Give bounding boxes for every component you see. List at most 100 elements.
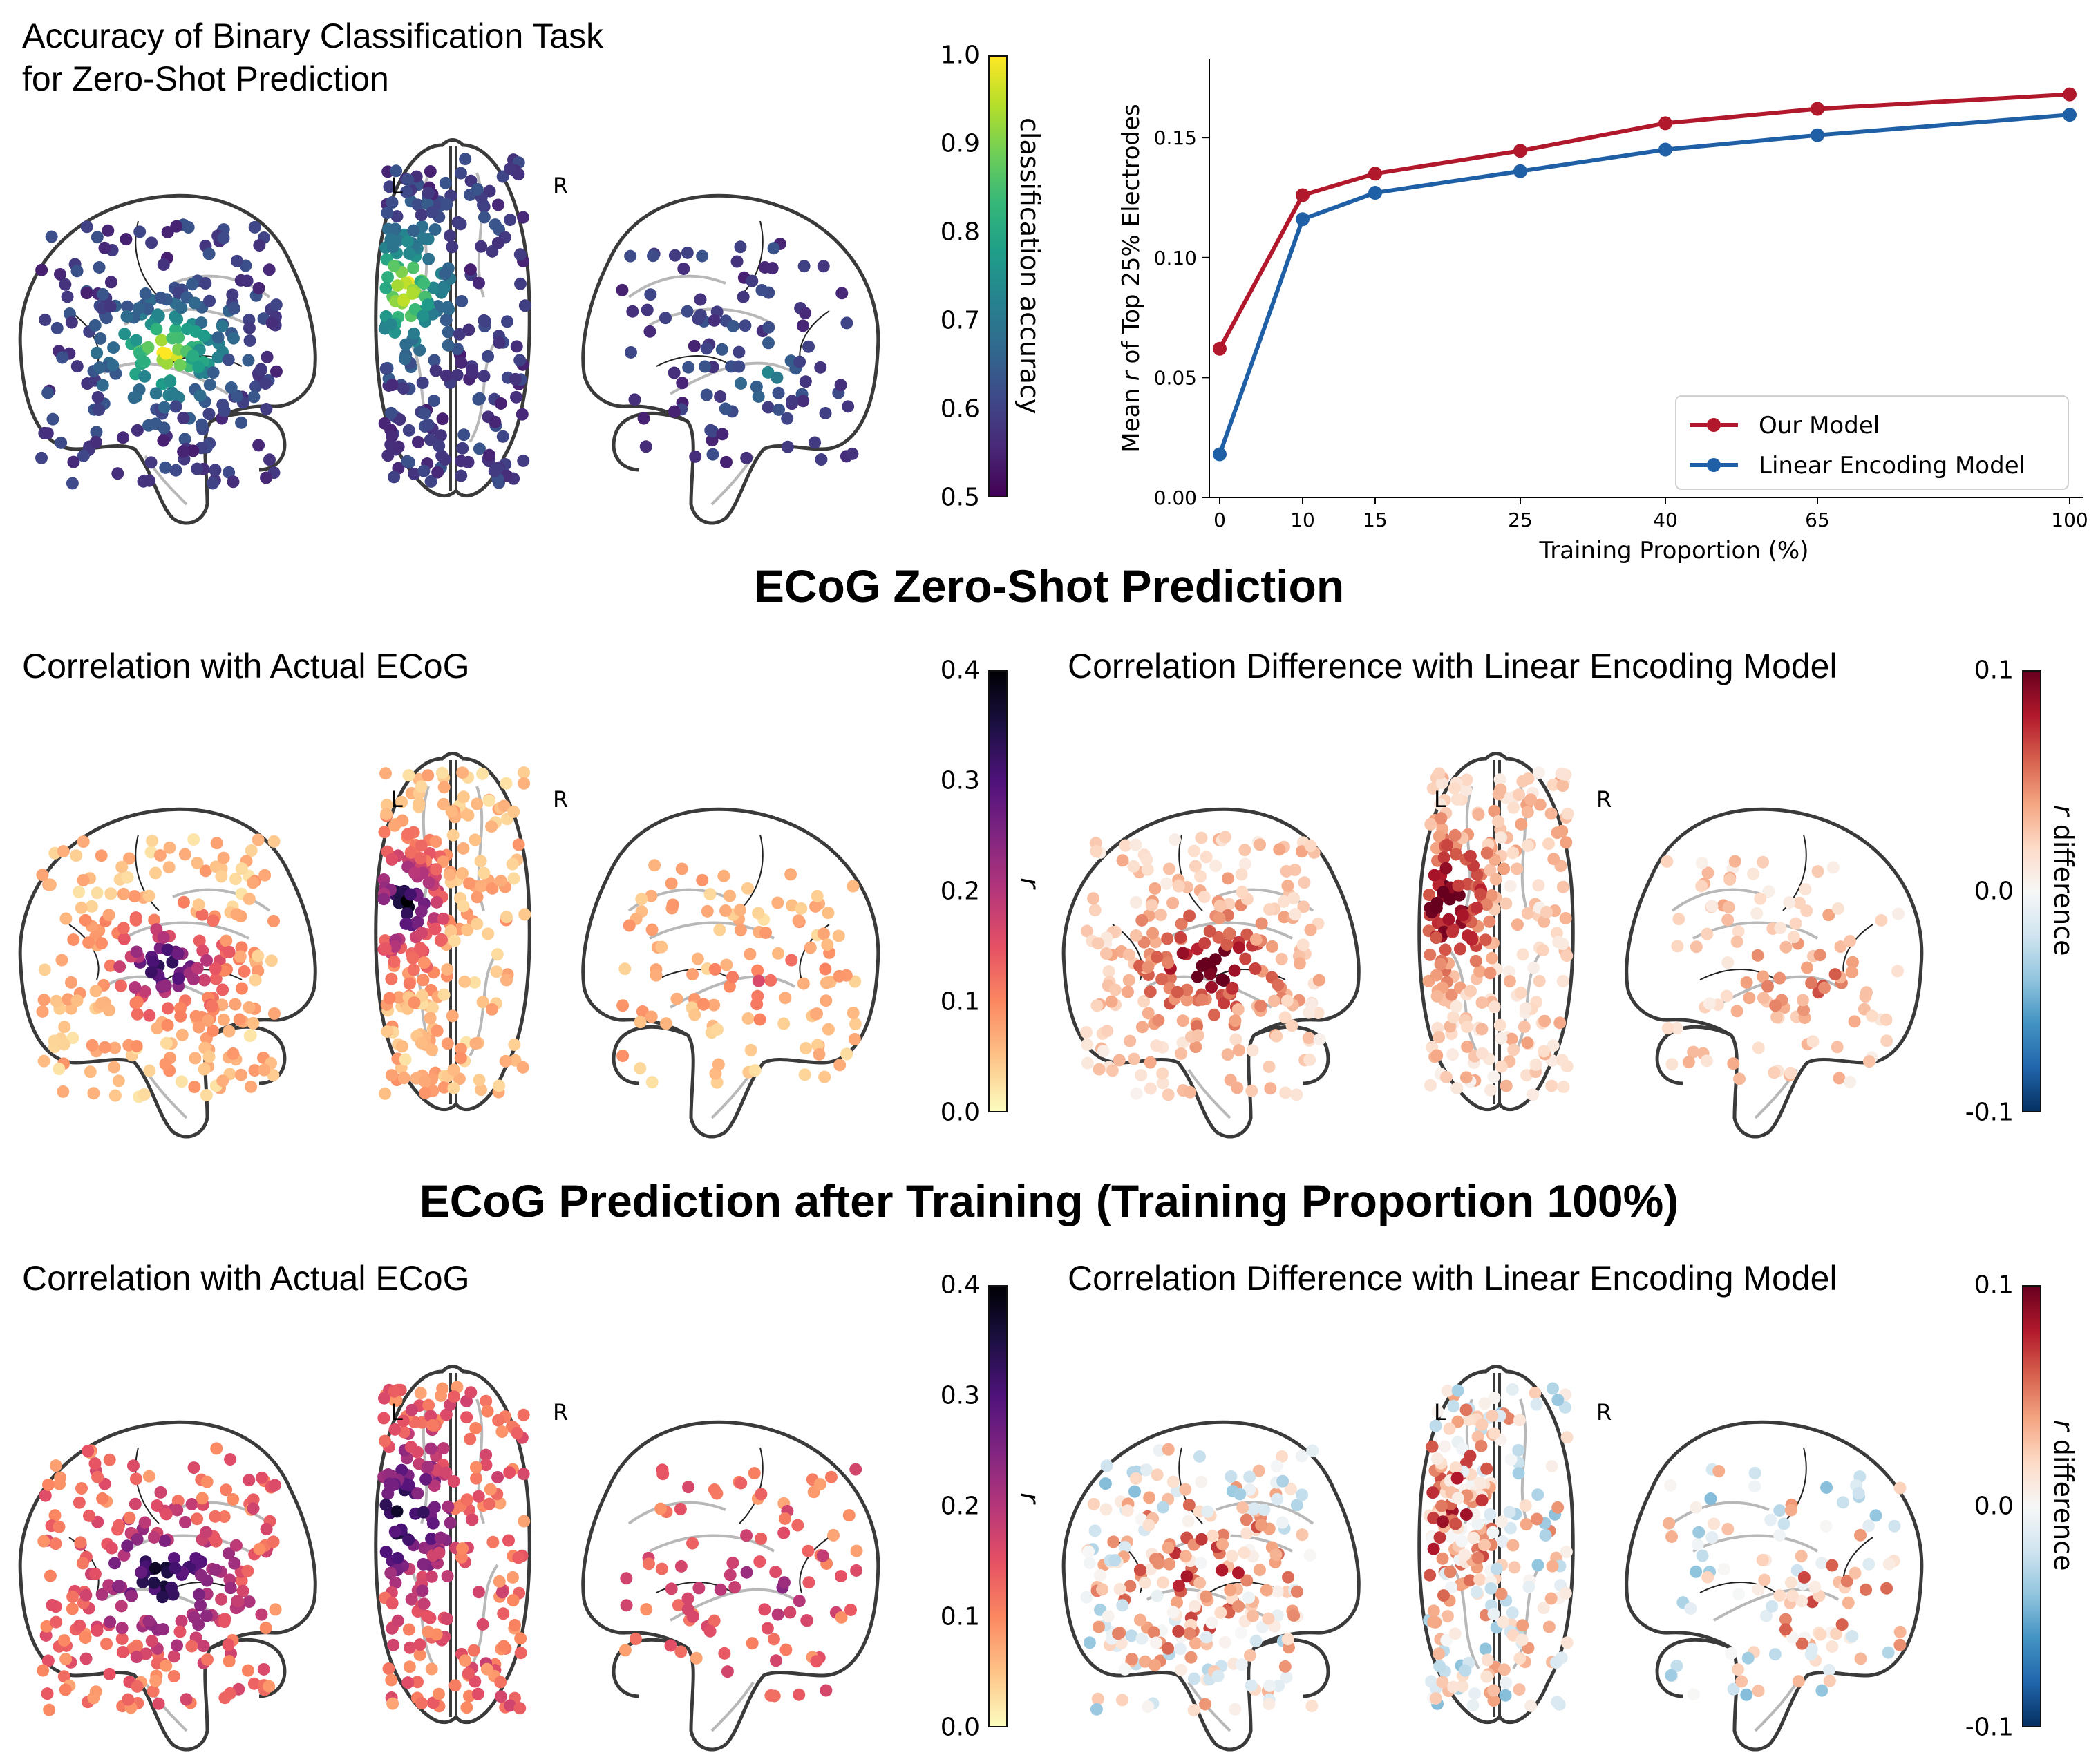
electrode — [175, 1075, 188, 1088]
electrode — [117, 922, 130, 935]
electrode — [453, 328, 466, 341]
electrode — [401, 828, 415, 841]
electrode — [435, 766, 448, 779]
electrode — [386, 379, 399, 392]
electrode — [199, 276, 212, 290]
electrode — [833, 1059, 847, 1072]
electrode — [1180, 1570, 1193, 1583]
electrode — [791, 1519, 804, 1532]
electrode — [35, 451, 48, 464]
electrode — [37, 1664, 50, 1677]
electrode — [786, 395, 799, 408]
electrode — [198, 330, 211, 343]
electrode — [797, 395, 810, 408]
electrode — [391, 1614, 404, 1627]
electrode — [457, 790, 470, 804]
cerebellum-outline — [1655, 1025, 1732, 1085]
sulcus-line — [1450, 1564, 1480, 1670]
electrode — [209, 972, 223, 985]
electrode — [242, 354, 255, 367]
electrode — [813, 1478, 826, 1491]
electrode — [734, 924, 747, 937]
electrode — [668, 405, 681, 418]
electrode — [192, 1618, 205, 1631]
electrode — [392, 440, 405, 453]
electrode — [491, 1470, 504, 1483]
electrode — [59, 912, 73, 925]
electrode — [490, 965, 503, 978]
electrode — [1811, 865, 1824, 878]
electrode — [768, 1689, 781, 1703]
electrode — [41, 1654, 55, 1667]
electrode — [1730, 1005, 1743, 1018]
electrode — [158, 401, 171, 414]
colorbar-trained-corr: 0.4 0.3 0.2 0.1 0.0 r — [898, 1271, 1106, 1742]
sulcus-line — [469, 337, 499, 444]
electrode — [793, 1688, 806, 1701]
electrode — [849, 1017, 862, 1030]
electrode — [267, 1068, 280, 1081]
electrode — [56, 351, 69, 364]
electrode — [472, 276, 485, 290]
electrode — [1193, 1576, 1207, 1589]
electrode — [1779, 1613, 1792, 1626]
electrode — [819, 406, 832, 419]
colorbar-label: r difference — [2048, 1420, 2079, 1571]
electrode — [387, 1638, 400, 1651]
electrode — [95, 1588, 108, 1601]
colorbar-tick-label: 0.1 — [1974, 1271, 2014, 1300]
electrode — [131, 1533, 144, 1546]
electrode — [59, 1683, 72, 1696]
electrode — [132, 302, 145, 315]
electrode — [1243, 1649, 1256, 1662]
electrode — [142, 1615, 155, 1628]
electrode — [1130, 1087, 1143, 1100]
electrode — [440, 1466, 453, 1479]
electrode — [1663, 1517, 1676, 1530]
electrode — [623, 919, 636, 932]
electrode — [115, 1600, 128, 1613]
electrode — [624, 345, 637, 359]
electrode — [202, 247, 216, 260]
x-axis-label: Training Proportion (%) — [1538, 537, 1808, 565]
electrode — [1497, 1663, 1511, 1676]
electrode — [840, 1047, 853, 1061]
electrode — [797, 260, 811, 273]
electrode — [407, 261, 420, 274]
left-lateral-brain — [18, 193, 317, 525]
electrode — [1142, 1700, 1155, 1714]
electrode — [1444, 1566, 1457, 1579]
electrode — [674, 1645, 688, 1658]
electrode — [1823, 1674, 1836, 1687]
electrode — [70, 265, 84, 278]
electrode — [1156, 1576, 1169, 1589]
electrode — [1784, 1066, 1797, 1079]
electrode — [1701, 927, 1714, 940]
electrode — [1852, 1487, 1865, 1500]
electrode — [1252, 1464, 1265, 1477]
electrode — [454, 218, 467, 231]
series-linear-encoding-model — [1213, 108, 2077, 462]
electrode — [491, 198, 504, 211]
electrode — [1179, 1483, 1192, 1496]
electrode — [258, 1063, 271, 1077]
electrode — [645, 1076, 659, 1089]
electrode — [1826, 1559, 1839, 1572]
electrode — [440, 198, 453, 211]
electrode — [1547, 1039, 1560, 1052]
brain-outline — [1625, 1420, 1924, 1752]
electrode — [767, 1633, 780, 1646]
electrode — [1430, 1049, 1444, 1062]
electrode — [1875, 913, 1888, 927]
electrode — [822, 1023, 835, 1036]
electrode — [739, 319, 752, 332]
electrode — [209, 1563, 223, 1576]
electrode — [187, 349, 200, 362]
electrode — [701, 904, 714, 918]
electrode — [263, 263, 276, 276]
electrode — [1773, 1529, 1786, 1542]
electrode — [1107, 1535, 1120, 1548]
electrode — [771, 1608, 784, 1621]
electrode-dots — [1080, 1443, 1319, 1716]
